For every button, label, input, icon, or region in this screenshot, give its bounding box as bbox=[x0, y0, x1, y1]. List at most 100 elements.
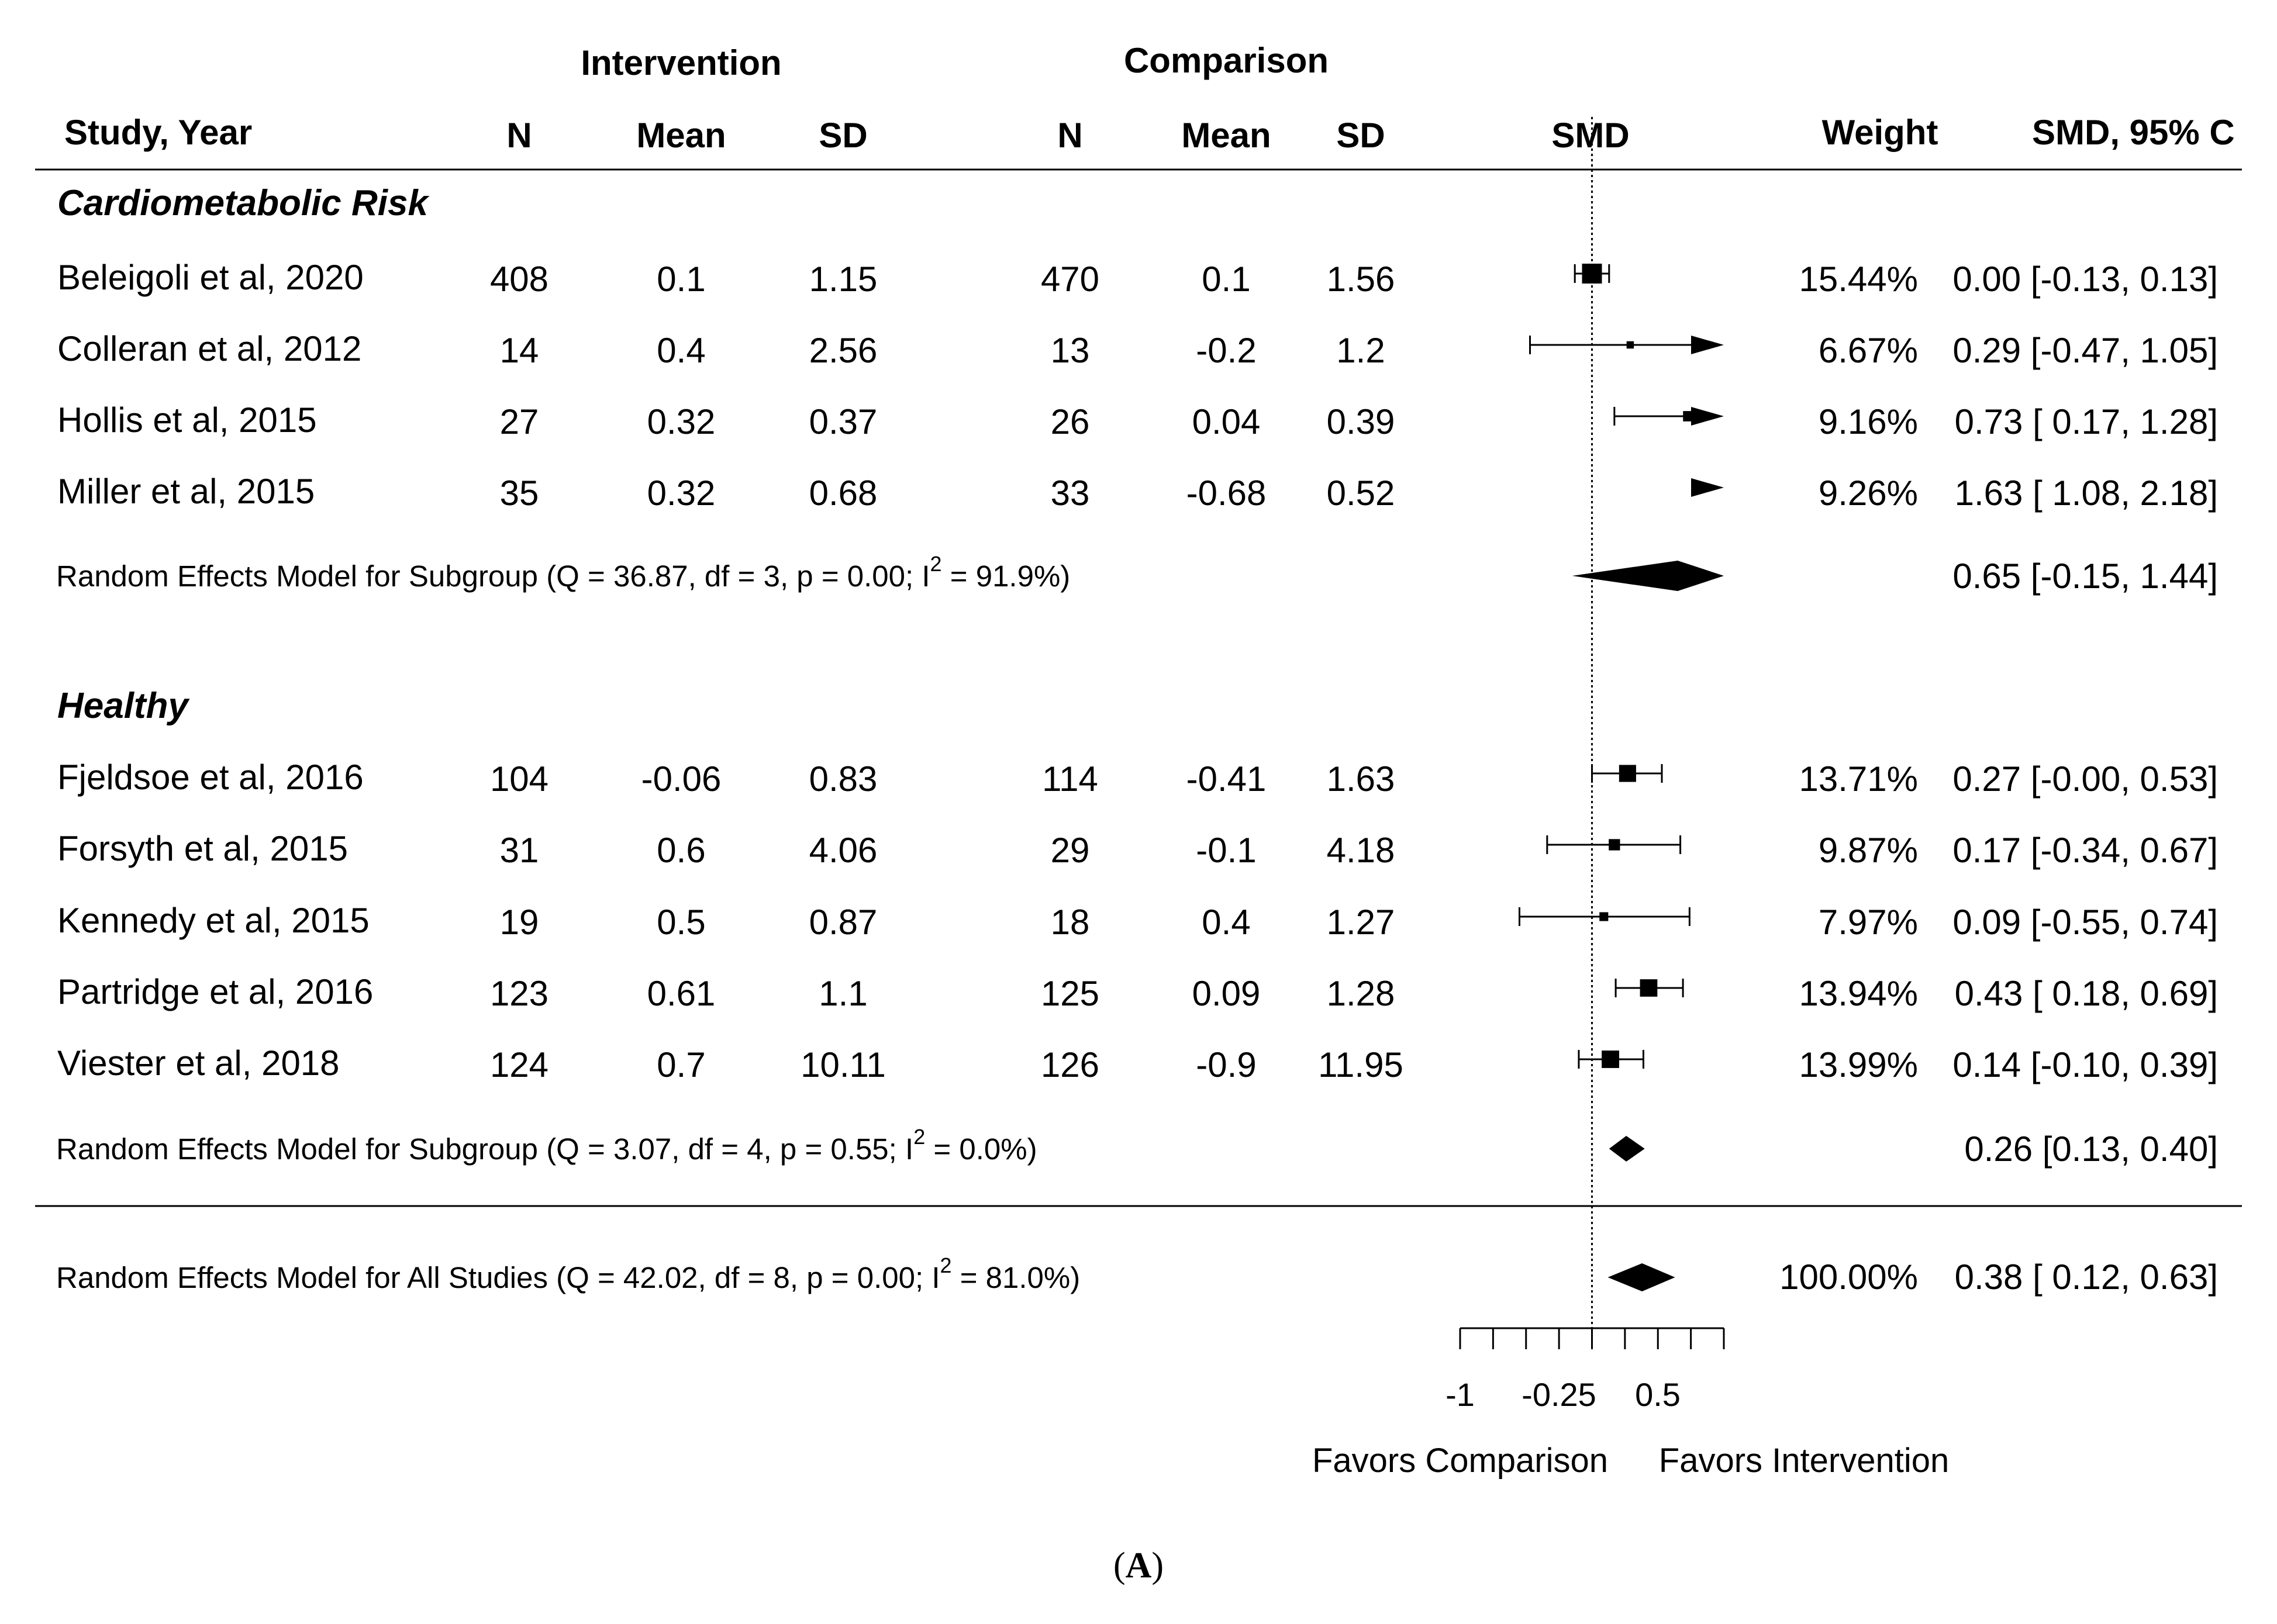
table-row: Hollis et al, 2015 27 0.32 0.37 26 0.04 0.39 9.… bbox=[57, 400, 2218, 441]
study-mark bbox=[1691, 478, 1724, 497]
study-mark bbox=[1529, 336, 1724, 354]
point-estimate bbox=[1599, 912, 1609, 921]
sd-intervention: 1.1 bbox=[819, 974, 867, 1013]
sd-comparison: 1.27 bbox=[1327, 903, 1395, 942]
mean-comparison: 0.1 bbox=[1202, 260, 1250, 299]
sd-comparison: 1.56 bbox=[1327, 260, 1395, 299]
mean-comparison: 0.04 bbox=[1192, 402, 1261, 441]
caption-open: ( bbox=[1113, 1546, 1126, 1585]
model-text-overall-main: Random Effects Model for All Studies (Q … bbox=[56, 1261, 940, 1294]
n-intervention: 408 bbox=[490, 260, 548, 299]
caption-close: ) bbox=[1151, 1546, 1164, 1585]
point-estimate bbox=[1582, 264, 1602, 284]
mean-comparison: 0.09 bbox=[1192, 974, 1261, 1013]
table-row: Forsyth et al, 2015 31 0.6 4.06 29 -0.1 4.18 9.… bbox=[57, 829, 2218, 870]
n-comparison: 26 bbox=[1051, 402, 1090, 441]
sd-intervention: 10.11 bbox=[801, 1045, 886, 1084]
model-sup-cardiometabolic: 2 bbox=[930, 552, 942, 576]
mean-intervention: -0.06 bbox=[641, 759, 722, 799]
model-text-healthy-main: Random Effects Model for Subgroup (Q = 3… bbox=[56, 1132, 913, 1166]
mean-comparison: -0.9 bbox=[1196, 1045, 1256, 1084]
study-mark bbox=[1613, 407, 1724, 426]
model-sup-overall: 2 bbox=[940, 1253, 952, 1277]
n-intervention: 123 bbox=[490, 974, 548, 1013]
weight: 6.67% bbox=[1819, 331, 1918, 370]
study-mark bbox=[1546, 835, 1682, 854]
study-mark bbox=[1518, 907, 1690, 926]
table-row: Partridge et al, 2016 123 0.61 1.1 125 0.09 1.… bbox=[57, 972, 2218, 1013]
sd-intervention: 0.68 bbox=[809, 474, 878, 513]
axis-tick-label-neg025: -0.25 bbox=[1522, 1376, 1596, 1413]
model-tail-healthy: = 0.0%) bbox=[925, 1132, 1037, 1166]
sd-comparison: 0.39 bbox=[1327, 402, 1395, 441]
mean-intervention: 0.4 bbox=[657, 331, 705, 370]
caption-letter: A bbox=[1126, 1546, 1152, 1585]
point-estimate bbox=[1626, 341, 1634, 349]
n-comparison: 18 bbox=[1051, 903, 1090, 942]
n-comparison: 470 bbox=[1041, 260, 1099, 299]
ci-text: 0.17 [-0.34, 0.67] bbox=[1952, 831, 2218, 870]
plot-area bbox=[1459, 117, 1725, 1349]
weight: 9.26% bbox=[1819, 474, 1918, 513]
study-name: Colleran et al, 2012 bbox=[57, 329, 361, 368]
mean-comparison: -0.41 bbox=[1186, 759, 1267, 799]
point-estimate bbox=[1640, 979, 1658, 997]
model-sup-healthy: 2 bbox=[913, 1125, 925, 1149]
model-ci-healthy: 0.26 [0.13, 0.40] bbox=[1964, 1129, 2218, 1169]
sd-comparison: 0.52 bbox=[1327, 474, 1395, 513]
ci-text: 0.09 [-0.55, 0.74] bbox=[1952, 903, 2218, 942]
point-estimate bbox=[1619, 765, 1636, 782]
study-mark bbox=[1578, 1050, 1644, 1069]
sd-intervention: 2.56 bbox=[809, 331, 878, 370]
header-study: Study, Year bbox=[64, 113, 252, 152]
model-tail-cardiometabolic: = 91.9%) bbox=[942, 559, 1071, 593]
n-comparison: 126 bbox=[1041, 1045, 1099, 1084]
summary-diamond bbox=[1607, 1263, 1675, 1291]
point-estimate bbox=[1683, 411, 1693, 421]
header-n-comparison: N bbox=[1057, 116, 1082, 155]
sd-intervention: 1.15 bbox=[809, 260, 878, 299]
model-text-cardiometabolic-main: Random Effects Model for Subgroup (Q = 3… bbox=[56, 559, 930, 593]
ci-text: 0.29 [-0.47, 1.05] bbox=[1952, 331, 2218, 370]
weight: 15.44% bbox=[1799, 260, 1919, 299]
study-name: Beleigoli et al, 2020 bbox=[57, 258, 364, 297]
header-smd: SMD bbox=[1551, 116, 1629, 155]
ci-text: 0.27 [-0.00, 0.53] bbox=[1952, 759, 2218, 799]
ci-text: 0.14 [-0.10, 0.39] bbox=[1952, 1045, 2218, 1084]
favors-intervention-label: Favors Intervention bbox=[1659, 1442, 1949, 1480]
sd-intervention: 0.37 bbox=[809, 402, 878, 441]
n-intervention: 14 bbox=[500, 331, 539, 370]
weight: 9.16% bbox=[1819, 402, 1918, 441]
header-sd-comparison: SD bbox=[1336, 116, 1385, 155]
point-estimate bbox=[1602, 1051, 1620, 1068]
axis-tick-label-neg1: -1 bbox=[1445, 1376, 1475, 1413]
study-name: Miller et al, 2015 bbox=[57, 472, 315, 511]
mean-intervention: 0.7 bbox=[657, 1045, 705, 1084]
point-estimate bbox=[1609, 839, 1620, 851]
model-ci-overall: 0.38 [ 0.12, 0.63] bbox=[1955, 1257, 2218, 1297]
model-ci-cardiometabolic: 0.65 [-0.15, 1.44] bbox=[1952, 557, 2218, 596]
header-intervention: Intervention bbox=[581, 43, 781, 82]
n-intervention: 35 bbox=[500, 474, 539, 513]
mean-comparison: -0.68 bbox=[1186, 474, 1267, 513]
model-text-cardiometabolic: Random Effects Model for Subgroup (Q = 3… bbox=[56, 552, 1070, 593]
n-comparison: 33 bbox=[1051, 474, 1090, 513]
ci-text: 1.63 [ 1.08, 2.18] bbox=[1955, 474, 2218, 513]
study-mark bbox=[1614, 979, 1684, 997]
mean-intervention: 0.6 bbox=[657, 831, 705, 870]
mean-intervention: 0.1 bbox=[657, 260, 705, 299]
ci-text: 0.00 [-0.13, 0.13] bbox=[1952, 260, 2218, 299]
table-row: Viester et al, 2018 124 0.7 10.11 126 -0.9 11.… bbox=[57, 1043, 2218, 1084]
table-row: Kennedy et al, 2015 19 0.5 0.87 18 0.4 1.27 7.9… bbox=[57, 901, 2218, 942]
sd-comparison: 1.2 bbox=[1336, 331, 1385, 370]
model-text-healthy: Random Effects Model for Subgroup (Q = 3… bbox=[56, 1125, 1037, 1166]
study-name: Partridge et al, 2016 bbox=[57, 972, 373, 1011]
table-row: Miller et al, 2015 35 0.32 0.68 33 -0.68 0.52 9… bbox=[57, 472, 2218, 513]
sd-intervention: 4.06 bbox=[809, 831, 878, 870]
study-table: Beleigoli et al, 2020 408 0.1 1.15 470 0.1 1.5… bbox=[57, 258, 2218, 1084]
ci-text: 0.43 [ 0.18, 0.69] bbox=[1955, 974, 2218, 1013]
study-name: Viester et al, 2018 bbox=[57, 1043, 340, 1083]
table-row: Fjeldsoe et al, 2016 104 -0.06 0.83 114 -0.41… bbox=[57, 758, 2218, 799]
overall-weight: 100.00% bbox=[1779, 1257, 1918, 1297]
